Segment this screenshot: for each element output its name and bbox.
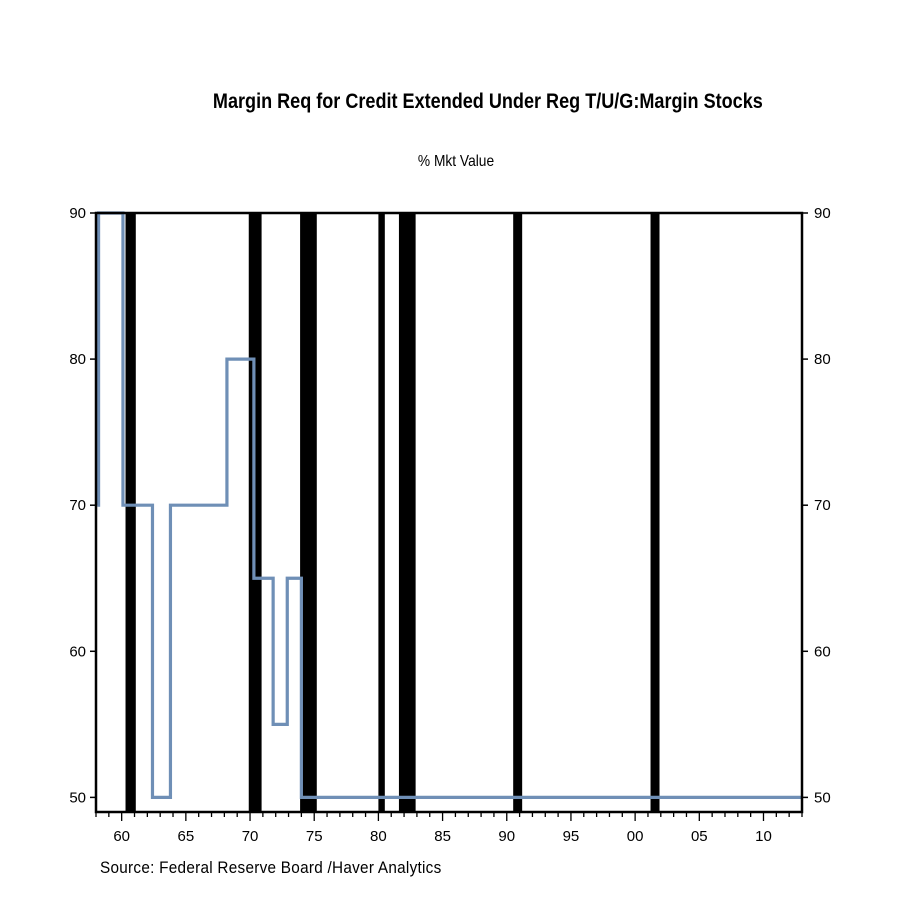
y-tick-label-right: 50 — [814, 789, 831, 806]
y-tick-label-right: 60 — [814, 643, 831, 660]
x-tick-label-65: 65 — [178, 828, 195, 845]
x-tick-label-00: 00 — [627, 828, 644, 845]
x-tick-label-85: 85 — [434, 828, 451, 845]
x-tick-label-10: 10 — [755, 828, 772, 845]
plot-frame — [94, 211, 804, 814]
chart-title: Margin Req for Credit Extended Under Reg… — [212, 90, 763, 113]
x-tick-label-60: 60 — [113, 828, 130, 845]
recession-bar-3 — [378, 213, 385, 812]
recession-bars — [125, 213, 660, 812]
y-tick-label-left: 70 — [69, 497, 86, 514]
recession-bar-0 — [125, 213, 136, 812]
recession-bar-4 — [398, 213, 416, 812]
y-tick-label-right: 90 — [814, 205, 831, 222]
y-tick-label-left: 50 — [69, 789, 86, 806]
x-tick-label-05: 05 — [691, 828, 708, 845]
y-tick-label-right: 80 — [814, 351, 831, 368]
y-tick-label-right: 70 — [814, 497, 831, 514]
x-tick-label-80: 80 — [370, 828, 387, 845]
recession-bar-2 — [300, 213, 317, 812]
recession-bar-6 — [650, 213, 660, 812]
x-tick-label-75: 75 — [306, 828, 323, 845]
y-tick-label-left: 80 — [69, 351, 86, 368]
axis-layer: 50 50 60 60 70 70 80 80 90 90 60 65 70 75 80 85 90 95 00 05… — [69, 205, 830, 845]
chart-source: Source: Federal Reserve Board /Haver Ana… — [100, 858, 442, 877]
series-layer — [96, 211, 802, 799]
x-tick-label-90: 90 — [498, 828, 515, 845]
x-tick-label-70: 70 — [242, 828, 259, 845]
x-tick-label-95: 95 — [563, 828, 580, 845]
series-line-0 — [96, 211, 802, 799]
y-tick-label-left: 60 — [69, 643, 86, 660]
y-tick-label-left: 90 — [69, 205, 86, 222]
recession-bar-5 — [513, 213, 523, 812]
chart-unit-label: % Mkt Value — [417, 153, 495, 170]
